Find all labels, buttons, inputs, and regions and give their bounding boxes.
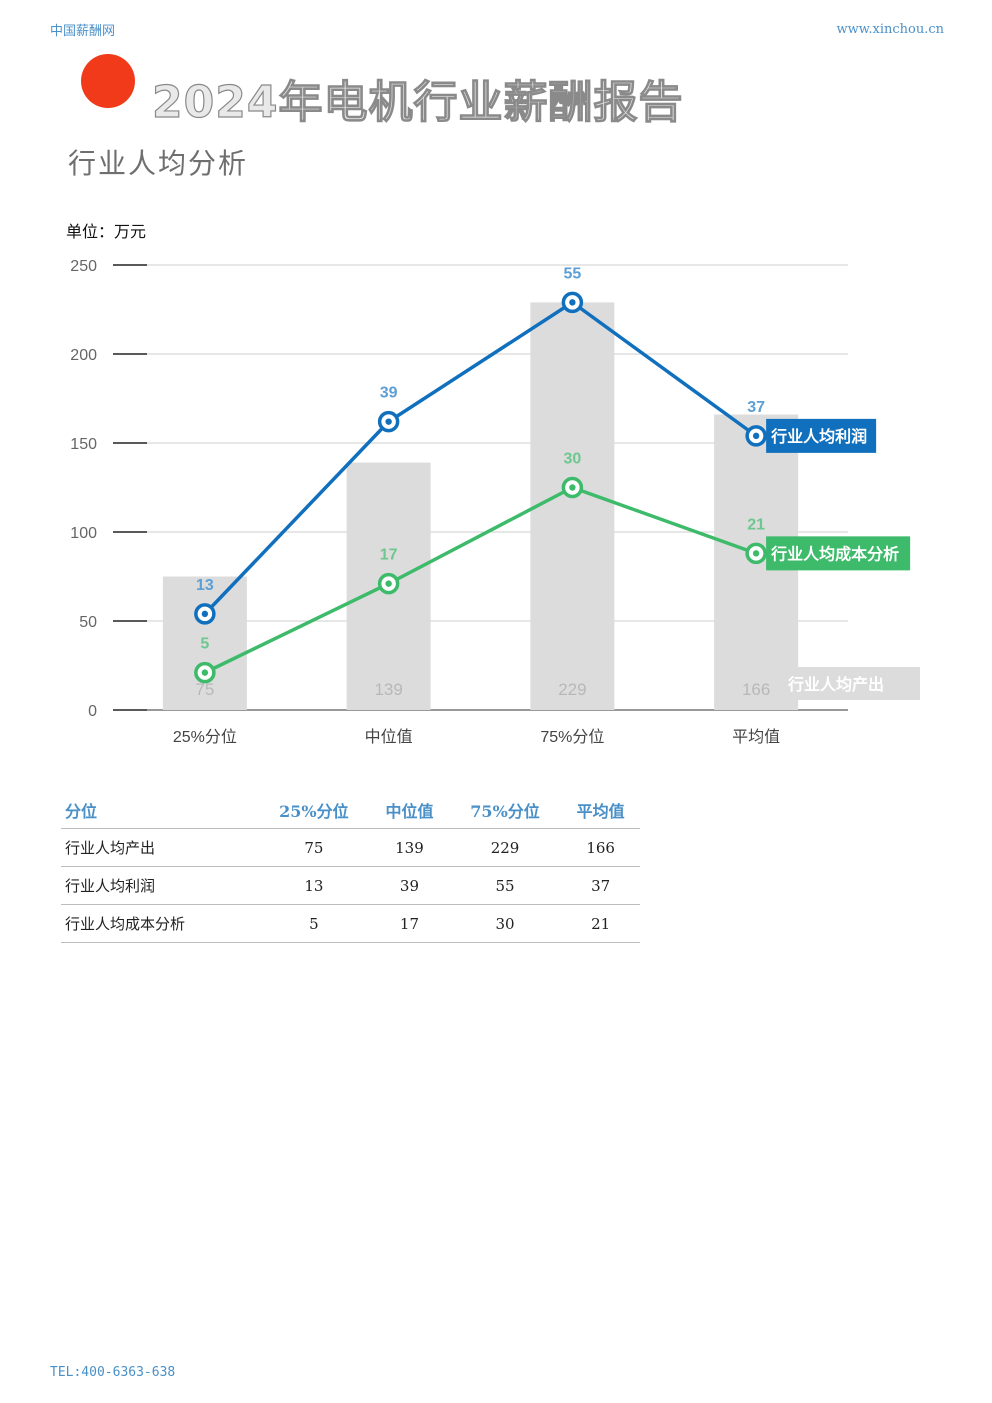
series-line	[203, 300, 758, 616]
table-row: 行业人均产出 75 139 229 166	[61, 828, 640, 867]
series-label: 行业人均利润	[770, 427, 867, 446]
series-point-center	[201, 610, 209, 618]
table-cell: 5	[257, 904, 371, 943]
unit-label: 单位：万元	[66, 222, 147, 241]
table-header-cell: 75%分位	[448, 792, 562, 829]
x-tick-label: 中位值	[365, 728, 413, 746]
table-header-cell: 平均值	[561, 792, 640, 829]
table-row: 行业人均利润 13 39 55 37	[61, 866, 640, 905]
y-tick-label: 100	[70, 525, 97, 542]
table-cell: 30	[448, 904, 562, 943]
series-point-center	[569, 299, 576, 306]
table-cell: 55	[448, 866, 562, 905]
series-point-center	[385, 418, 392, 425]
series-label-box	[766, 418, 877, 453]
page-title: 2024年电机行业薪酬报告	[151, 76, 684, 128]
red-dot-icon	[81, 54, 135, 108]
site-name: 中国薪酬网	[50, 24, 116, 39]
table-cell: 39	[370, 866, 449, 905]
y-tick-label: 200	[70, 347, 97, 364]
table-cell: 166	[561, 828, 640, 867]
table-header-row: 分位 25%分位 中位值 75%分位 平均值	[61, 792, 640, 829]
table-cell: 75	[257, 828, 371, 867]
table-header-cell: 中位值	[370, 792, 449, 829]
y-tick-label: 250	[70, 258, 97, 275]
series-point-center	[752, 550, 760, 557]
x-tick-label: 平均值	[732, 728, 780, 746]
table-cell: 13	[257, 866, 371, 905]
x-tick-label: 75%分位	[540, 728, 604, 746]
series-data-label: 17	[380, 547, 398, 564]
series-data-label: 13	[196, 577, 214, 594]
series-point-center	[385, 580, 392, 587]
bar	[162, 576, 247, 710]
series-data-label: 55	[563, 265, 581, 282]
data-table: 分位 25%分位 中位值 75%分位 平均值 行业人均产出 75 139 229…	[61, 792, 640, 943]
series-label: 行业人均成本分析	[770, 544, 899, 563]
table-row: 行业人均成本分析 5 17 30 21	[61, 904, 640, 943]
bar-data-label: 75	[195, 680, 214, 699]
series-point-center	[569, 484, 576, 491]
y-tick-label: 150	[70, 436, 97, 453]
chart: 0 50 100 150 200 250 25%分位 中位值 75%分位 平均值 75 139 229 1…	[70, 258, 920, 746]
series-label-box	[766, 536, 911, 571]
table-cell: 139	[370, 828, 449, 867]
y-tick-label: 50	[79, 614, 97, 631]
table-cell: 17	[370, 904, 449, 943]
bar-data-label: 229	[558, 680, 586, 699]
table-header-cell: 25%分位	[257, 792, 371, 829]
table-cell: 行业人均成本分析	[61, 904, 258, 943]
bar	[530, 302, 615, 710]
series-point-center	[752, 432, 760, 440]
x-tick-label: 25%分位	[173, 728, 237, 746]
table-cell: 229	[448, 828, 562, 867]
table-cell: 37	[561, 866, 640, 905]
table-cell: 行业人均产出	[61, 828, 258, 867]
bar-data-label: 139	[374, 680, 402, 699]
series-data-label: 5	[200, 636, 209, 653]
table-cell: 行业人均利润	[61, 866, 258, 905]
bar-series-label-box	[772, 667, 920, 700]
y-tick-label: 0	[88, 703, 97, 720]
footer-tel: TEL:400-6363-638	[50, 1365, 176, 1380]
site-url[interactable]: www.xinchou.cn	[836, 22, 944, 37]
page-subtitle: 行业人均分析	[68, 147, 249, 180]
series-line	[204, 485, 757, 675]
series-point-center	[201, 669, 209, 676]
series-data-label: 39	[380, 385, 398, 402]
series-data-label: 30	[563, 451, 581, 468]
series-data-label: 21	[747, 516, 765, 533]
bar-series-label: 行业人均产出	[787, 675, 884, 694]
table-cell: 21	[561, 904, 640, 943]
table-header-cell: 分位	[61, 792, 258, 829]
series-data-label: 37	[747, 399, 765, 416]
bar-data-label: 166	[742, 680, 770, 699]
